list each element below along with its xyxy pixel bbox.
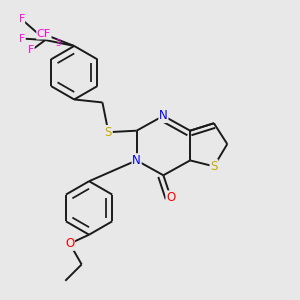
Text: F: F: [19, 34, 25, 44]
Text: F: F: [19, 14, 25, 24]
Text: N: N: [159, 109, 168, 122]
Text: O: O: [65, 237, 74, 250]
Text: 3: 3: [55, 38, 60, 47]
Text: CF: CF: [37, 29, 51, 39]
Text: S: S: [105, 126, 112, 139]
Text: S: S: [210, 160, 218, 173]
Text: O: O: [166, 191, 176, 204]
Text: N: N: [132, 154, 141, 167]
Text: F: F: [28, 45, 34, 56]
